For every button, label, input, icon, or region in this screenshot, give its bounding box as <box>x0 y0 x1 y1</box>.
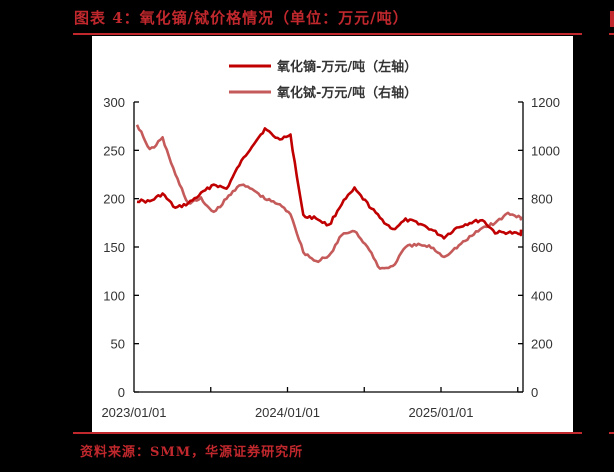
y-tick-label-left: 100 <box>103 288 125 303</box>
y-axis-left-labels: 0 50 100 150 200 250 300 <box>103 95 125 400</box>
source-note: 资料来源：SMM，华源证券研究所 <box>80 445 304 460</box>
series-line-dysprosium-oxide <box>136 127 523 240</box>
y-tick-label-right: 1200 <box>531 95 560 110</box>
adjacent-title-underline <box>609 33 614 35</box>
y-tick-label-right: 400 <box>531 288 553 303</box>
y-tick-label-left: 150 <box>103 240 125 255</box>
y-tick-label-left: 200 <box>103 192 125 207</box>
source-divider <box>73 432 582 434</box>
legend: 氧化镝-万元/吨（左轴） 氧化铽-万元/吨（右轴） <box>229 59 417 101</box>
y-tick-label-right: 200 <box>531 337 553 352</box>
title-underline <box>73 33 582 35</box>
adjacent-source-divider <box>609 432 614 434</box>
adjacent-figure-title-fragment <box>610 11 614 27</box>
x-tick-label: 2025/01/01 <box>408 405 473 420</box>
chart-title: 图表 4：氧化镝/铽价格情况（单位：万元/吨） <box>74 9 409 27</box>
y-tick-label-left: 50 <box>111 337 125 352</box>
y-tick-label-right: 1000 <box>531 143 560 158</box>
legend-label-dy: 氧化镝-万元/吨（左轴） <box>276 59 417 75</box>
chart-panel <box>92 36 573 433</box>
y-tick-label-right: 800 <box>531 192 553 207</box>
y-tick-label-right: 0 <box>531 385 538 400</box>
y-tick-label-right: 600 <box>531 240 553 255</box>
x-axis-labels: 2023/01/01 2024/01/01 2025/01/01 <box>101 405 473 420</box>
y-tick-label-left: 300 <box>103 95 125 110</box>
x-tick-label: 2024/01/01 <box>255 405 320 420</box>
y-tick-label-left: 250 <box>103 143 125 158</box>
axes <box>133 101 524 393</box>
series-line-terbium-oxide <box>135 124 523 270</box>
y-axis-right-labels: 0 200 400 600 800 1000 1200 <box>531 95 560 400</box>
legend-label-tb: 氧化铽-万元/吨（右轴） <box>276 85 417 101</box>
x-tick-label: 2023/01/01 <box>101 405 166 420</box>
y-tick-label-left: 0 <box>118 385 125 400</box>
